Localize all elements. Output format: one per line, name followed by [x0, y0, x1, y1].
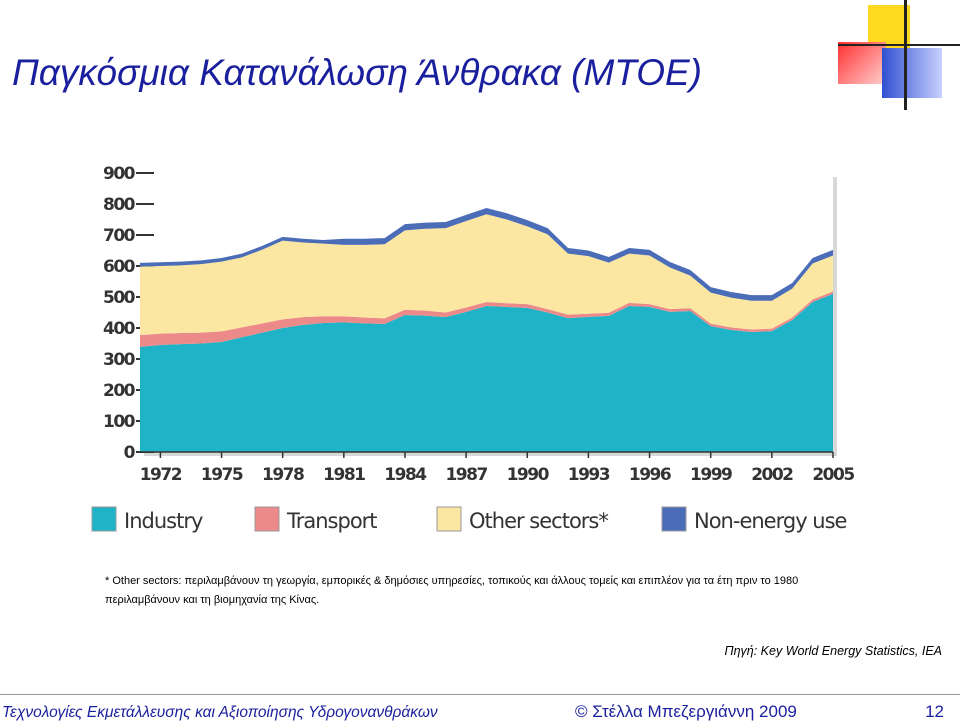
y-tick-label: 500 — [103, 288, 136, 308]
y-tick-label: 800 — [103, 195, 136, 215]
legend-swatch — [661, 506, 687, 532]
footnote: * Other sectors: περιλαμβάνουν τη γεωργί… — [105, 575, 799, 606]
decoration — [838, 0, 960, 110]
x-tick-label: 1972 — [140, 465, 182, 485]
legend-label: Non-energy use — [694, 509, 847, 533]
legend-swatch — [91, 506, 117, 532]
area — [140, 293, 833, 452]
footer-author: © Στέλλα Μπεζεργιάννη 2009 — [575, 702, 797, 721]
x-tick-label: 1990 — [507, 465, 550, 485]
x-tick-label: 1993 — [568, 465, 610, 485]
legend-swatch — [436, 506, 462, 532]
footer-rule — [0, 694, 960, 695]
y-tick-label: 900 — [103, 164, 136, 184]
y-tick-label: 100 — [103, 412, 136, 432]
x-tick-label: 1975 — [201, 465, 243, 485]
slide-title: Παγκόσμια Κατανάλωση Άνθρακα (MTOE) — [12, 52, 702, 93]
x-tick-label: 1996 — [629, 465, 671, 485]
footer-course: Τεχνολογίες Εκμετάλλευσης και Αξιοποίηση… — [2, 704, 438, 721]
area — [140, 214, 833, 336]
y-tick-label: 600 — [103, 257, 136, 277]
y-tick-label: 0 — [124, 443, 136, 463]
legend-label: Industry — [124, 509, 203, 533]
x-tick-label: 1999 — [690, 465, 732, 485]
x-tick-label: 1981 — [323, 465, 365, 485]
x-tick-label: 1984 — [384, 465, 427, 485]
source: Πηγή: Key World Energy Statistics, IEA — [724, 644, 942, 658]
x-tick-label: 2005 — [812, 465, 854, 485]
y-tick-label: 700 — [103, 226, 136, 246]
x-tick-label: 1978 — [262, 465, 304, 485]
x-tick-label: 2002 — [751, 465, 793, 485]
y-tick-label: 300 — [103, 350, 136, 370]
x-tick-label: 1987 — [445, 465, 487, 485]
page-number: 12 — [925, 702, 944, 721]
y-tick-label: 400 — [103, 319, 136, 339]
y-tick-label: 200 — [103, 381, 136, 401]
legend-swatch — [254, 506, 280, 532]
legend-label: Transport — [286, 509, 377, 533]
area — [140, 291, 833, 347]
legend-label: Other sectors* — [469, 509, 608, 533]
chart: 0 100 200 300 400 500 600 700 800 900 1972 1975 1978… — [91, 164, 856, 533]
